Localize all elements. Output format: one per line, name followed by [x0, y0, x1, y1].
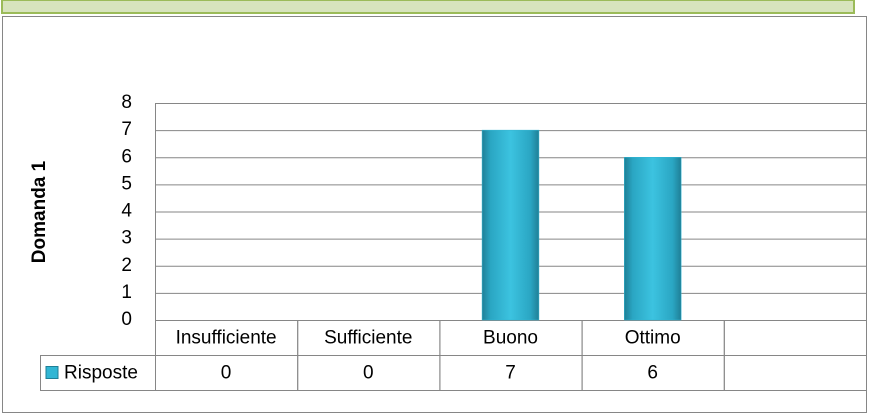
x-tick-label: Insufficiente: [176, 328, 277, 349]
y-axis-title: Domanda 1: [29, 160, 50, 263]
data-table-value: 0: [221, 363, 232, 384]
y-tick-label: 1: [121, 282, 132, 303]
y-tick-label: 4: [121, 201, 132, 222]
chart-frame: [2, 16, 867, 413]
data-table-value: 0: [363, 363, 374, 384]
y-tick-label: 5: [121, 173, 132, 194]
y-tick-label: 7: [121, 119, 132, 140]
bar: [481, 129, 540, 321]
y-tick-label: 3: [121, 228, 132, 249]
bar: [624, 157, 682, 321]
x-tick-label: Sufficiente: [324, 328, 412, 349]
y-tick-label: 0: [121, 309, 132, 330]
legend-label: Risposte: [64, 363, 138, 384]
x-tick-label: Ottimo: [625, 328, 681, 349]
header-strip: [1, 0, 855, 14]
legend-swatch: [45, 366, 59, 379]
y-tick-label: 6: [121, 146, 132, 167]
y-tick-label: 8: [121, 92, 132, 113]
data-table-value-cell: [723, 355, 867, 391]
x-tick-label: Buono: [483, 328, 538, 349]
data-table-value: 7: [505, 363, 516, 384]
data-table-value: 6: [647, 363, 658, 384]
y-tick-label: 2: [121, 255, 132, 276]
